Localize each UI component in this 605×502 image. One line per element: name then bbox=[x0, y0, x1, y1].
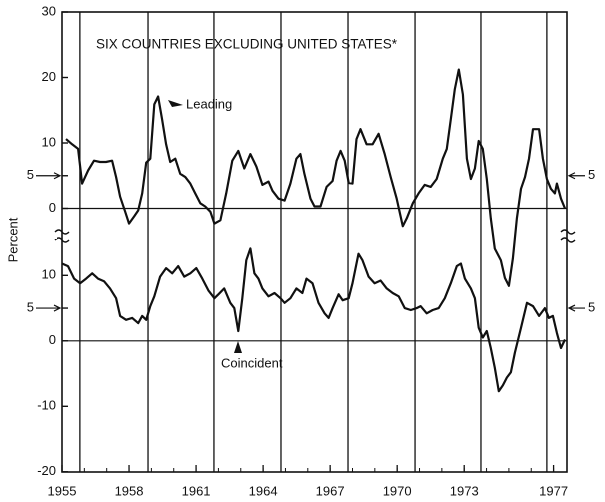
annotation-arrow bbox=[234, 341, 242, 353]
tick-arrow bbox=[567, 172, 585, 180]
series-line bbox=[61, 247, 566, 393]
series-annotation: Coincident bbox=[221, 355, 283, 370]
break-gap bbox=[55, 234, 57, 239]
x-tick-label: 1973 bbox=[450, 483, 479, 498]
x-tick-label: 1958 bbox=[115, 483, 144, 498]
series-line bbox=[65, 68, 567, 287]
x-tick-label: 1977 bbox=[539, 483, 568, 498]
y-tick-label: 30 bbox=[42, 3, 56, 18]
x-tick-label: 1964 bbox=[249, 483, 278, 498]
plot-frame bbox=[61, 11, 568, 473]
tick-arrow bbox=[36, 304, 62, 312]
x-tick-label: 1970 bbox=[383, 483, 412, 498]
y-tick-label: 0 bbox=[49, 332, 56, 347]
y2-tick-label: 5 bbox=[588, 167, 595, 182]
series-annotation: Leading bbox=[186, 96, 232, 111]
y-tick-label: 10 bbox=[42, 134, 56, 149]
axis-break bbox=[560, 229, 576, 243]
y-tick-label: 5 bbox=[27, 167, 34, 182]
chart-title: SIX COUNTRIES EXCLUDING UNITED STATES* bbox=[96, 37, 398, 52]
x-tick-label: 1955 bbox=[48, 483, 77, 498]
x-tick-label: 1961 bbox=[182, 483, 211, 498]
y-tick-label: 20 bbox=[42, 69, 56, 84]
y2-tick-label: 5 bbox=[588, 299, 595, 314]
y-tick-label: 5 bbox=[27, 299, 34, 314]
x-tick-label: 1967 bbox=[316, 483, 345, 498]
y-tick-label: 0 bbox=[49, 200, 56, 215]
y-tick-label: -10 bbox=[37, 398, 56, 413]
annotation-arrow bbox=[168, 100, 183, 107]
tick-arrow bbox=[567, 304, 585, 312]
y-axis-label: Percent bbox=[5, 217, 20, 262]
y-tick-label: -20 bbox=[37, 463, 56, 478]
tick-arrow bbox=[36, 172, 62, 180]
y-tick-label: 10 bbox=[42, 267, 56, 282]
